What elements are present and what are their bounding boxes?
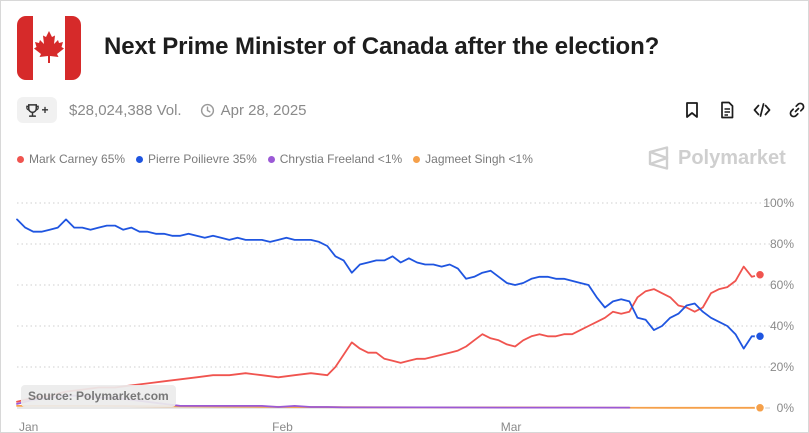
end-date-text: Apr 28, 2025 [220, 101, 307, 119]
legend-dot [413, 155, 421, 163]
end-marker-pierre-poilievre [754, 331, 766, 342]
marker-layer [754, 269, 766, 414]
market-title: Next Prime Minister of Canada after the … [104, 33, 660, 60]
series-line-mark-carney[interactable] [16, 265, 761, 403]
code-icon[interactable] [750, 98, 774, 122]
x-tick-label: Feb [272, 420, 293, 433]
brand-name: Polymarket [678, 146, 786, 169]
legend-item-singh[interactable]: Jagmeet Singh <1% [413, 152, 533, 166]
canada-flag-icon [17, 16, 81, 80]
trophy-button[interactable]: + [17, 97, 57, 123]
grid-layer [17, 202, 770, 409]
source-badge: Source: Polymarket.com [21, 385, 176, 407]
legend-item-carney[interactable]: Mark Carney 65% [17, 152, 125, 166]
y-axis-labels: 100% 80% 60% 40% 20% 0% [763, 196, 794, 415]
y-tick-label: 0% [777, 401, 795, 415]
action-icons [680, 98, 809, 122]
chart-svg: 100% 80% 60% 40% 20% 0% Jan Feb Mar [16, 196, 794, 433]
x-tick-label: Jan [19, 420, 38, 433]
clock-icon [200, 103, 215, 118]
legend-label: Mark Carney 65% [29, 152, 126, 166]
link-icon[interactable] [785, 98, 809, 122]
legend-dot [267, 155, 275, 163]
series-layer [16, 218, 761, 409]
trophy-plus: + [41, 103, 49, 117]
end-marker-jagmeet-singh [754, 402, 766, 414]
y-tick-label: 60% [770, 278, 794, 292]
legend-label: Pierre Poilievre 35% [148, 152, 257, 166]
price-chart[interactable]: 100% 80% 60% 40% 20% 0% Jan Feb Mar [0, 190, 809, 433]
legend-item-freeland[interactable]: Chrystia Freeland <1% [267, 152, 403, 166]
polymarket-logo-icon [648, 146, 669, 170]
y-tick-label: 80% [770, 237, 794, 251]
legend-item-poilievre[interactable]: Pierre Poilievre 35% [136, 152, 257, 166]
meta-row: + $28,024,388 Vol. Apr 28, 2025 [17, 96, 307, 124]
end-marker-mark-carney [754, 269, 766, 280]
legend-label: Jagmeet Singh <1% [425, 152, 533, 166]
y-tick-label: 20% [770, 360, 794, 374]
trophy-icon [26, 103, 40, 117]
legend-label: Chrystia Freeland <1% [279, 152, 403, 166]
legend-dot [17, 155, 24, 163]
series-line-pierre-poilievre[interactable] [16, 218, 761, 350]
y-tick-label: 100% [763, 196, 794, 210]
x-tick-label: Mar [501, 420, 522, 433]
document-icon[interactable] [715, 98, 739, 122]
bookmark-icon[interactable] [680, 98, 704, 122]
chart-legend: Mark Carney 65% Pierre Poilievre 35% Chr… [17, 152, 544, 166]
polymarket-logo: Polymarket [648, 146, 786, 170]
x-axis-labels: Jan Feb Mar [19, 420, 521, 433]
legend-dot [136, 155, 144, 163]
y-tick-label: 40% [770, 319, 794, 333]
volume-text: $28,024,388 Vol. [69, 101, 182, 119]
